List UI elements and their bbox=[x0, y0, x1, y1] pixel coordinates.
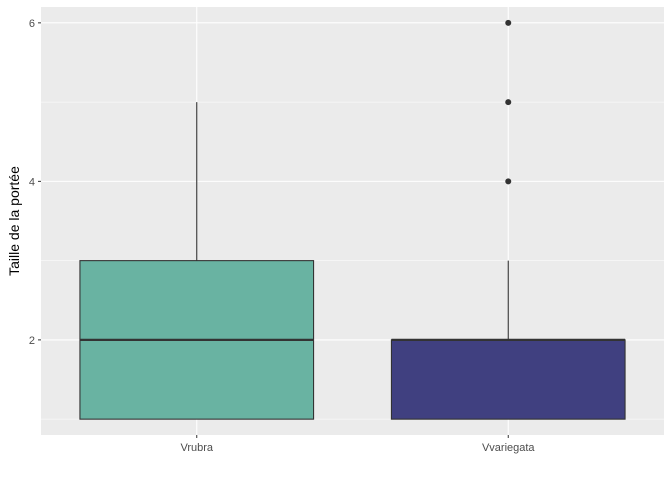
outlier-point bbox=[505, 99, 512, 106]
y-tick-label: 6 bbox=[29, 18, 35, 30]
y-axis-title: Taille de la portée bbox=[6, 166, 22, 276]
y-axis: 2 4 6 bbox=[29, 18, 41, 347]
y-tick-label: 4 bbox=[29, 176, 35, 188]
y-tick-label: 2 bbox=[29, 335, 35, 347]
x-tick-label: Vrubra bbox=[180, 442, 213, 454]
x-axis: Vrubra Vvariegata bbox=[180, 435, 535, 454]
x-tick-label: Vvariegata bbox=[482, 442, 535, 454]
outlier-point bbox=[505, 19, 512, 26]
box-vvariegata bbox=[390, 339, 626, 420]
box-series bbox=[79, 19, 626, 420]
outlier-point bbox=[505, 178, 512, 185]
